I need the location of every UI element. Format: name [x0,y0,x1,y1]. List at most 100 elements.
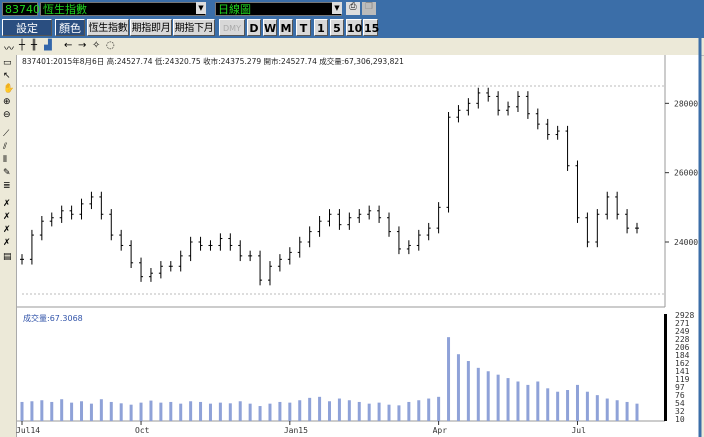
volume-bar [407,401,411,421]
bar-chart-icon[interactable]: ▟ [44,40,52,51]
volume-bar [605,398,609,421]
volume-bar [89,403,93,421]
volume-tick-label: 119 [675,375,690,384]
channel-icon[interactable]: ⫽ [3,142,8,152]
volume-bar [208,403,212,421]
trendline-icon[interactable]: ⟋ [3,129,10,139]
settings-button[interactable]: 設定 [2,19,52,36]
volume-bar [139,402,143,421]
volume-bar [536,381,540,421]
volume-bar [387,404,391,421]
x-tick-label: Oct [135,426,150,435]
tick-button[interactable]: T [296,19,311,36]
instrument-select[interactable]: 恆生指數 [40,2,206,16]
volume-bar [109,401,113,421]
volume-bar [80,401,84,421]
weekly-button[interactable]: W [263,19,277,36]
1min-button[interactable]: 1 [314,19,328,36]
volume-tick-label: 249 [675,327,690,336]
hand-icon[interactable]: ✋ [3,84,15,94]
volume-tick-label: 271 [675,319,690,328]
line-chart-icon[interactable]: 〰 [4,44,14,55]
delete-fib-icon[interactable]: ✗ [3,238,11,248]
left-toolbar: ▭ ↖ ✋ ⊕ ⊖ ⟋ ⫽ ⦀ ✎ ≣ ✗ ✗ ✗ ✗ ▤ [0,55,17,437]
print-icon[interactable]: ⎙ [346,2,360,15]
volume-bar [199,401,203,421]
volume-bar [30,401,34,421]
window-icon[interactable]: ▭ [3,58,12,68]
futures-next-button[interactable]: 期指下月 [173,19,215,36]
save-icon[interactable]: ▤ [3,252,12,262]
volume-bar [228,403,232,421]
volume-bar [60,399,64,421]
volume-bar [466,361,470,421]
x-tick-label: Apr [433,426,448,435]
volume-tick-label: 184 [675,351,690,360]
delete-icon[interactable]: ✗ [3,199,11,209]
5min-button[interactable]: 5 [330,19,344,36]
x-tick-label: Jul14 [16,426,40,435]
15min-button[interactable]: 15 [363,19,379,36]
volume-bar [238,401,242,421]
volume-bar [486,371,490,421]
volume-tick-label: 228 [675,335,690,344]
monthly-button[interactable]: M [279,19,293,36]
zoom-in-icon[interactable]: ✧ [92,40,101,51]
volume-bar [218,402,222,421]
vertical-lines-icon[interactable]: ⦀ [3,155,7,165]
volume-tick-label: 10 [675,415,685,424]
zoom-out-icon[interactable]: ◌ [106,40,115,51]
volume-bar [129,404,133,421]
volume-bar [159,402,163,421]
arrow-left-icon[interactable]: ← [64,40,73,51]
volume-bar [456,354,460,421]
10min-button[interactable]: 10 [346,19,362,36]
arrow-right-icon[interactable]: → [78,40,87,51]
volume-bar [397,405,401,421]
volume-tick-label: 97 [675,383,685,392]
daily-button[interactable]: D [247,19,261,36]
ohlc-icon[interactable]: ┼ [19,40,26,51]
volume-bar [20,401,24,421]
volume-bar [357,401,361,421]
zoom-out-icon[interactable]: ⊖ [3,110,11,120]
candlestick-icon[interactable]: ╫ [31,40,38,51]
delete-all-icon[interactable]: ✗ [3,212,11,222]
volume-bar [615,400,619,421]
volume-bar [516,381,520,421]
chart-type-select[interactable]: 日線圖 [215,2,342,16]
volume-bar [635,403,639,421]
price-tick-label: 26000 [674,169,698,178]
volume-bar [258,406,262,421]
volume-bar [149,400,153,421]
pen-icon[interactable]: ✎ [3,168,11,178]
volume-tick-label: 32 [675,407,685,416]
chevron-down-icon[interactable]: ▼ [196,2,206,14]
futures-current-button[interactable]: 期指即月 [130,19,172,36]
hsi-button[interactable]: 恆生指數 [87,19,129,36]
volume-bar [585,391,589,421]
volume-bar [40,400,44,421]
volume-bar [268,403,272,421]
volume-bar [328,401,331,421]
color-button[interactable]: 顏色 [55,19,85,36]
zoom-in-icon[interactable]: ⊕ [3,97,11,107]
delete-line-icon[interactable]: ✗ [3,225,11,235]
window-icon[interactable]: ❐ [362,2,376,15]
chevron-down-icon[interactable]: ▼ [332,2,342,14]
price-tick-label: 24000 [674,238,698,247]
volume-bar [248,403,252,421]
volume-bar [337,398,341,421]
volume-bar [278,401,282,421]
volume-bar [496,374,500,421]
dmy-button[interactable]: DMY [219,19,245,36]
fibonacci-icon[interactable]: ≣ [3,181,11,191]
code-field[interactable]: 837401 [2,2,47,16]
volume-bar [546,388,550,421]
volume-bar [437,396,441,421]
volume-bar [347,400,351,421]
pointer-icon[interactable]: ↖ [3,71,11,81]
volume-tick-label: 141 [675,367,690,376]
volume-bar [427,398,431,421]
